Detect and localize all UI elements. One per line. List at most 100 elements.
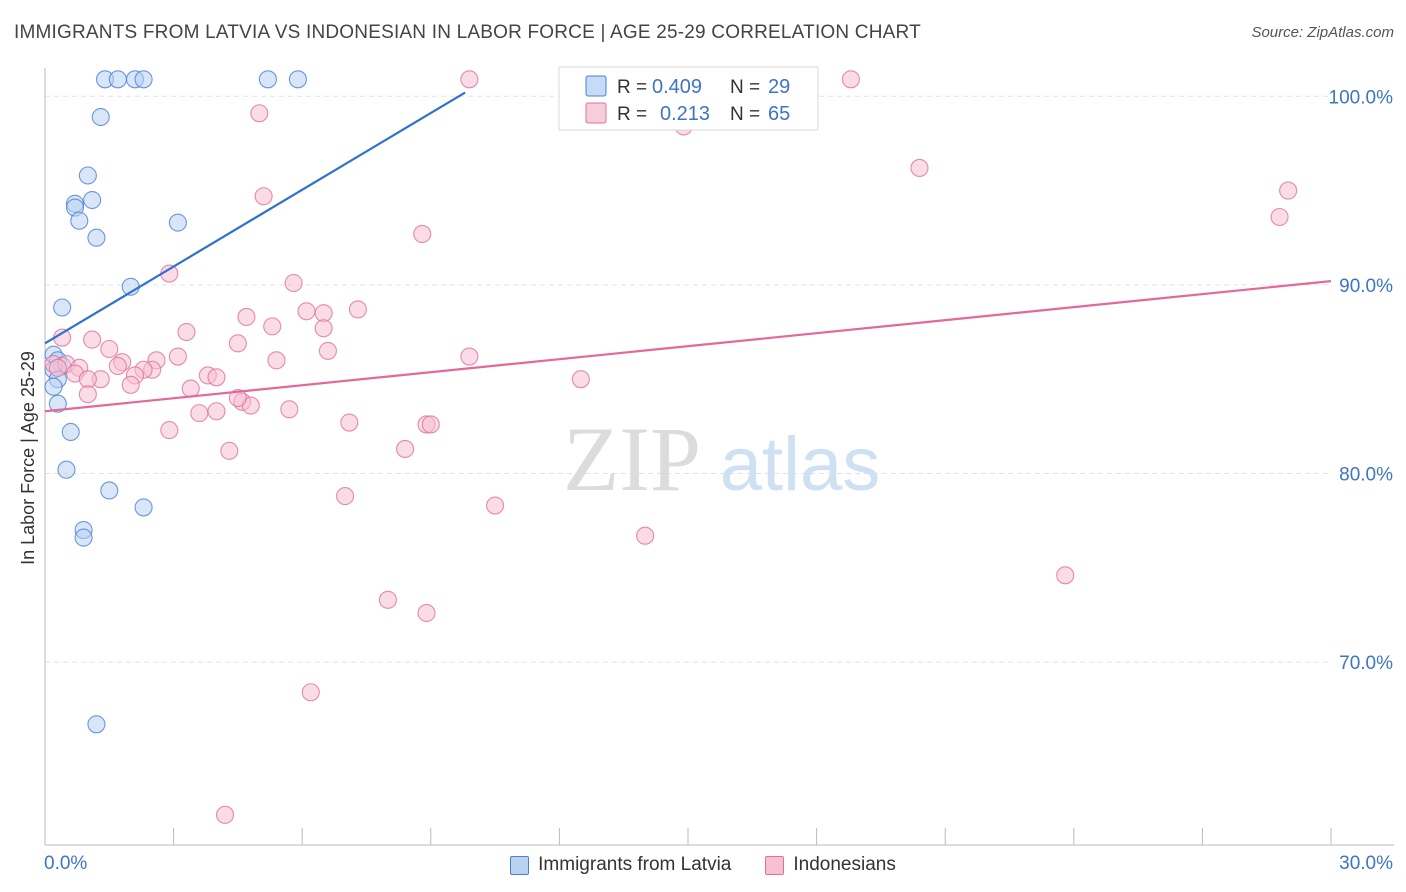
grid-layer [45,95,1331,663]
y-tick-label: 80.0% [1339,464,1393,485]
data-point-latvia [78,166,97,185]
data-point-indonesians [284,273,303,293]
legend-n-value-indonesians: 65 [768,103,790,125]
data-point-indonesians [228,388,247,408]
data-point-indonesians [301,683,320,702]
data-point-indonesians [314,304,333,323]
data-point-indonesians [460,70,479,89]
data-point-indonesians [267,351,286,370]
data-point-latvia [53,298,72,317]
watermark-zip: ZIP [563,408,701,510]
legend-n-label-indonesians: N = [730,104,760,125]
data-point-indonesians [100,339,119,359]
data-point-latvia [258,70,277,89]
data-point-indonesians [228,334,247,353]
data-point-indonesians [314,319,333,338]
data-point-indonesians [181,379,200,398]
data-point-indonesians [83,330,102,349]
data-point-indonesians [207,368,226,387]
x-tick-label: 30.0% [1339,853,1393,874]
source-label: Source: ZipAtlas.com [1251,24,1394,41]
data-point-latvia [48,394,67,413]
data-point-latvia [134,70,153,89]
legend-swatch-indonesians-bottom [765,855,785,875]
data-point-indonesians [237,307,256,326]
data-point-indonesians [413,224,432,244]
data-point-latvia [100,481,119,500]
data-point-indonesians [486,496,505,515]
data-point-indonesians [220,441,239,460]
chart-title: IMMIGRANTS FROM LATVIA VS INDONESIAN IN … [14,22,921,43]
data-point-indonesians [841,70,860,89]
data-point-indonesians [177,322,196,342]
data-point-indonesians [571,370,590,389]
data-point-indonesians [1056,566,1075,585]
data-point-indonesians [207,402,226,421]
data-point-indonesians [378,590,397,609]
data-point-latvia [87,715,106,734]
legend-swatch-indonesians [585,102,607,124]
legend-n-label-latvia: N = [730,77,760,98]
data-point-indonesians [263,317,282,336]
data-point-latvia [61,422,80,442]
trend-line-indonesians [44,280,1332,413]
data-point-latvia [168,213,187,232]
data-point-indonesians [1279,181,1298,200]
legend-top: R = 0.409 N = 29 R = 0.213 N = 65 [558,66,819,131]
trend-layer [44,91,1332,413]
data-point-indonesians [1270,207,1289,227]
axis-layer: 100.0% 90.0% 80.0% 70.0% 0.0% 30.0% [44,68,1394,874]
data-point-latvia [134,498,153,517]
points-layer [44,70,1298,824]
x-tick-label: 0.0% [44,853,87,874]
data-point-latvia [91,107,110,127]
legend-r-label-indonesians: R = [617,104,647,125]
data-point-indonesians [318,341,337,360]
y-tick-label: 100.0% [1329,87,1394,108]
data-point-indonesians [160,421,179,440]
legend-n-value-latvia: 29 [768,76,790,98]
data-point-latvia [108,70,127,89]
data-point-latvia [57,460,76,479]
legend-item-latvia[interactable]: Immigrants from Latvia [510,852,731,878]
data-point-indonesians [108,356,127,376]
watermark: ZIP atlas [563,408,880,510]
data-point-indonesians [336,487,355,506]
data-point-indonesians [280,400,299,419]
legend-label-latvia: Immigrants from Latvia [538,854,732,875]
data-point-indonesians [250,104,269,123]
data-point-latvia [44,377,63,396]
legend-bottom: Immigrants from Latvia Indonesians [0,852,1406,878]
data-point-indonesians [190,404,209,423]
data-point-latvia [87,228,106,247]
data-point-indonesians [297,302,316,321]
legend-item-indonesians[interactable]: Indonesians [765,852,896,878]
data-point-latvia [83,190,102,210]
y-tick-label: 70.0% [1339,653,1393,674]
legend-r-value-indonesians: 0.213 [660,103,710,125]
data-point-indonesians [168,347,187,366]
watermark-atlas: atlas [720,422,881,507]
data-point-indonesians [421,415,440,434]
data-point-indonesians [396,439,415,459]
data-point-latvia [70,211,89,230]
y-axis-title: In Labor Force | Age 25-29 [18,351,38,565]
data-point-latvia [74,528,93,547]
data-point-indonesians [340,413,359,432]
legend-swatch-latvia-bottom [510,855,530,875]
data-point-indonesians [78,370,97,389]
data-point-indonesians [417,603,436,623]
data-point-latvia [288,70,307,89]
trend-line-latvia [44,91,466,345]
data-point-indonesians [78,385,97,404]
data-point-indonesians [910,158,929,178]
y-tick-label: 90.0% [1339,276,1393,297]
legend-swatch-latvia [585,75,607,97]
legend-r-label-latvia: R = [617,77,647,98]
data-point-indonesians [254,187,273,206]
data-point-indonesians [215,805,235,824]
data-point-indonesians [121,375,140,394]
data-point-indonesians [636,526,655,545]
legend-label-indonesians: Indonesians [793,854,896,875]
